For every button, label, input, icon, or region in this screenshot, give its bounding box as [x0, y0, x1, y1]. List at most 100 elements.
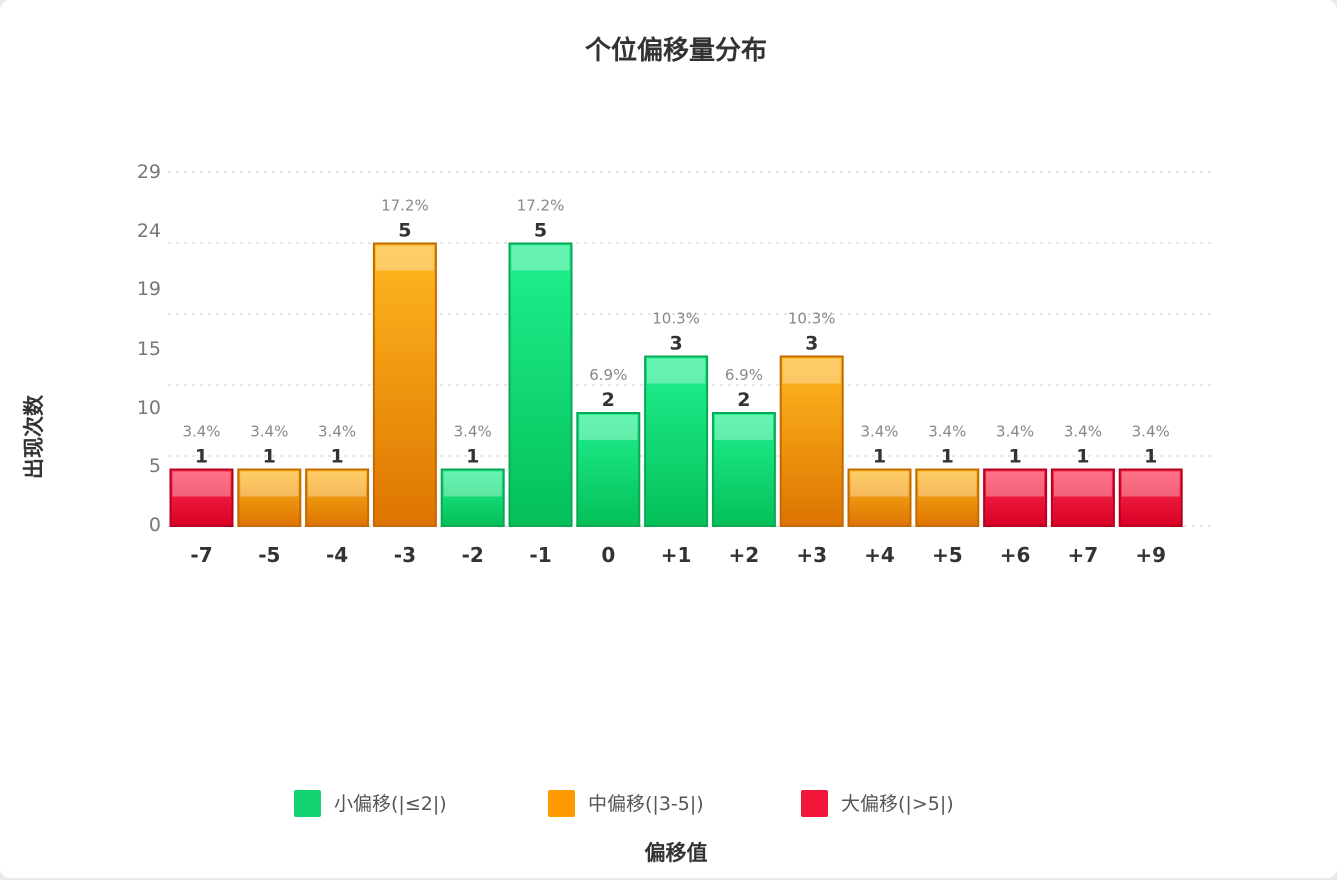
- bar-percent-label: 10.3%: [788, 310, 836, 328]
- bar-percent-label: 3.4%: [860, 423, 898, 441]
- bar-group: 3 10.3%: [779, 310, 844, 527]
- bar: [1118, 468, 1183, 527]
- bar-highlight: [172, 471, 231, 497]
- chart-title: 个位偏移量分布: [585, 35, 767, 66]
- legend: 小偏移(|≤2|) 中偏移(|3-5|) 大偏移(|>5|): [294, 790, 954, 817]
- bar-count-label: 3: [805, 333, 818, 355]
- legend-label: 中偏移(|3-5|): [588, 793, 704, 815]
- bar-percent-label: 6.9%: [589, 366, 627, 384]
- legend-label: 小偏移(|≤2|): [334, 793, 447, 815]
- bar-highlight: [1121, 471, 1180, 497]
- bar: [237, 468, 302, 527]
- bar-count-label: 1: [873, 446, 886, 468]
- x-tick-label: -4: [326, 543, 348, 567]
- bar-count-label: 5: [398, 220, 411, 242]
- bar: [508, 242, 573, 527]
- bar: [779, 355, 844, 527]
- bar-count-label: 1: [1076, 446, 1089, 468]
- x-tick-label: +2: [729, 543, 760, 567]
- bar-highlight: [308, 471, 367, 497]
- bar: [847, 468, 912, 527]
- bar-percent-label: 3.4%: [1132, 423, 1170, 441]
- bar: [440, 468, 505, 527]
- bar-count-label: 5: [534, 220, 547, 242]
- bar-group: 1 3.4%: [1050, 423, 1115, 527]
- legend-label: 大偏移(|>5|): [841, 793, 954, 815]
- bar-group: 1 3.4%: [1118, 423, 1183, 527]
- bar: [644, 355, 709, 527]
- y-tick-label: 29: [137, 161, 161, 183]
- legend-swatch: [548, 790, 575, 817]
- x-tick-label: +1: [661, 543, 692, 567]
- bar-count-label: 2: [737, 389, 750, 411]
- bar-highlight: [375, 245, 434, 271]
- x-axis-title: 偏移值: [645, 841, 708, 865]
- bar-group: 1 3.4%: [440, 423, 505, 527]
- bar-highlight: [850, 471, 909, 497]
- bar-count-label: 1: [466, 446, 479, 468]
- y-tick-label: 0: [149, 514, 161, 536]
- bar-group: 2 6.9%: [576, 366, 641, 527]
- bars: 1 3.4% 1 3.4% 1 3.4% 5 17.2% 1 3.4% 5 17.2% 2 6.9% 3 10…: [169, 197, 1183, 527]
- legend-swatch: [801, 790, 828, 817]
- bar-group: 1 3.4%: [237, 423, 302, 527]
- bar-highlight: [918, 471, 977, 497]
- bar-group: 1 3.4%: [169, 423, 234, 527]
- bar: [169, 468, 234, 527]
- x-tick-label: +9: [1135, 543, 1166, 567]
- bar-highlight: [986, 471, 1045, 497]
- bar-percent-label: 17.2%: [381, 197, 429, 215]
- x-tick-label: +7: [1068, 543, 1099, 567]
- x-tick-label: +3: [796, 543, 827, 567]
- x-tick-label: -1: [529, 543, 551, 567]
- bar-highlight: [714, 415, 773, 440]
- legend-swatch: [294, 790, 321, 817]
- bar: [576, 412, 641, 527]
- y-tick-label: 15: [137, 338, 161, 360]
- bar-highlight: [511, 245, 570, 271]
- bar-percent-label: 3.4%: [250, 423, 288, 441]
- x-tick-label: -7: [190, 543, 212, 567]
- bar-group: 2 6.9%: [711, 366, 776, 527]
- bar: [305, 468, 370, 527]
- bar-percent-label: 3.4%: [454, 423, 492, 441]
- bar-count-label: 1: [1144, 446, 1157, 468]
- bar-group: 3 10.3%: [644, 310, 709, 527]
- y-axis-title: 出现次数: [22, 394, 46, 479]
- bar-highlight: [443, 471, 502, 497]
- bar-percent-label: 3.4%: [928, 423, 966, 441]
- bar: [1050, 468, 1115, 527]
- bar-count-label: 3: [669, 333, 682, 355]
- y-axis-ticks: 0 5 10 15 19 24 29: [137, 161, 161, 536]
- bar-count-label: 1: [1008, 446, 1021, 468]
- bar: [983, 468, 1048, 527]
- y-tick-label: 19: [137, 278, 161, 300]
- bar-highlight: [240, 471, 299, 497]
- bar-percent-label: 10.3%: [652, 310, 700, 328]
- bar-highlight: [1053, 471, 1112, 497]
- x-tick-label: -3: [394, 543, 416, 567]
- y-tick-label: 5: [149, 455, 161, 477]
- bar: [372, 242, 437, 527]
- y-tick-label: 24: [137, 220, 161, 242]
- bar-group: 5 17.2%: [508, 197, 573, 527]
- x-tick-label: -5: [258, 543, 280, 567]
- x-tick-label: -2: [462, 543, 484, 567]
- bar-group: 1 3.4%: [915, 423, 980, 527]
- x-tick-label: +5: [932, 543, 963, 567]
- bar-group: 1 3.4%: [983, 423, 1048, 527]
- bar-highlight: [782, 358, 841, 384]
- x-tick-label: +4: [864, 543, 895, 567]
- bar: [915, 468, 980, 527]
- x-tick-label: +6: [1000, 543, 1031, 567]
- bar-count-label: 1: [941, 446, 954, 468]
- y-tick-label: 10: [137, 397, 161, 419]
- x-axis-ticks: -7 -5 -4 -3 -2 -1 0 +1 +2 +3 +4 +5 +6 +7 +9: [190, 543, 1166, 567]
- bar: [711, 412, 776, 527]
- bar-percent-label: 3.4%: [996, 423, 1034, 441]
- bar-highlight: [647, 358, 706, 384]
- bar-percent-label: 6.9%: [725, 366, 763, 384]
- bar-count-label: 1: [195, 446, 208, 468]
